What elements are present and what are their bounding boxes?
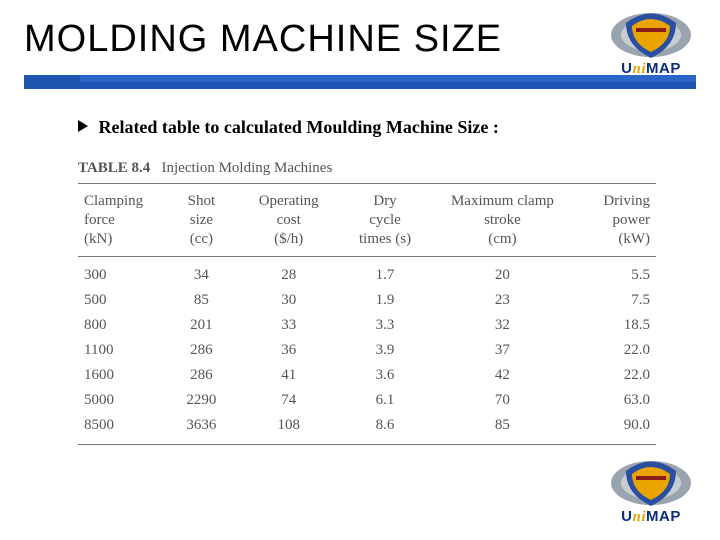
table-cell: 8.6	[337, 413, 433, 445]
col-header-0: Clamping force (kN)	[78, 184, 162, 257]
table-cell: 5000	[78, 388, 162, 413]
col-header-2: Operating cost ($/h)	[241, 184, 337, 257]
table-cell: 3.9	[337, 338, 433, 363]
table-cell: 1600	[78, 363, 162, 388]
table-header-row: Clamping force (kN) Shot size (cc) Opera…	[78, 184, 656, 257]
bullet-line: Related table to calculated Moulding Mac…	[78, 117, 696, 138]
table-row: 1100286363.93722.0	[78, 338, 656, 363]
table-cell: 800	[78, 313, 162, 338]
table-caption-prefix: TABLE 8.4	[78, 160, 150, 176]
table-caption: TABLE 8.4 Injection Molding Machines	[78, 160, 656, 177]
col-header-5: Driving power (kW)	[572, 184, 656, 257]
table-head: Clamping force (kN) Shot size (cc) Opera…	[78, 184, 656, 257]
table-cell: 30	[241, 288, 337, 313]
table-row: 50002290746.17063.0	[78, 388, 656, 413]
table-cell: 1.9	[337, 288, 433, 313]
col2-l1: cost	[277, 212, 301, 228]
col5-l2: (kW)	[618, 231, 650, 247]
col0-l0: Clamping	[84, 193, 143, 209]
table-cell: 22.0	[572, 363, 656, 388]
table-cell: 34	[162, 257, 240, 289]
table-cell: 37	[433, 338, 571, 363]
table-body: 30034281.7205.550085301.9237.5800201333.…	[78, 257, 656, 445]
table-cell: 85	[162, 288, 240, 313]
table-cell: 1100	[78, 338, 162, 363]
table-cell: 90.0	[572, 413, 656, 445]
table-cell: 33	[241, 313, 337, 338]
logo-ni: ni	[632, 509, 646, 525]
table-cell: 22.0	[572, 338, 656, 363]
table-cell: 63.0	[572, 388, 656, 413]
table-cell: 85	[433, 413, 571, 445]
table-cell: 1.7	[337, 257, 433, 289]
col3-l1: cycle	[369, 212, 401, 228]
table-cell: 286	[162, 363, 240, 388]
table-caption-rest: Injection Molding Machines	[162, 160, 333, 176]
col0-l2: (kN)	[84, 231, 112, 247]
logo-map: MAP	[646, 508, 681, 525]
logo-map: MAP	[646, 60, 681, 77]
logo-top: UniMAP	[596, 8, 706, 78]
table-cell: 201	[162, 313, 240, 338]
table-cell: 41	[241, 363, 337, 388]
logo-u: U	[621, 60, 632, 77]
col5-l0: Driving	[603, 193, 650, 209]
slide-root: MOLDING MACHINE SIZE Related table to ca…	[0, 0, 720, 540]
col0-l1: force	[84, 212, 115, 228]
col1-l0: Shot	[188, 193, 216, 209]
col1-l1: size	[190, 212, 213, 228]
col5-l1: power	[613, 212, 651, 228]
col1-l2: (cc)	[190, 231, 213, 247]
table-row: 50085301.9237.5	[78, 288, 656, 313]
crest-icon	[606, 8, 696, 62]
table-cell: 3.6	[337, 363, 433, 388]
logo-text-top: UniMAP	[596, 60, 706, 78]
col3-l2: times (s)	[359, 231, 411, 247]
col-header-4: Maximum clamp stroke (cm)	[433, 184, 571, 257]
table-cell: 20	[433, 257, 571, 289]
table-cell: 7.5	[572, 288, 656, 313]
logo-text-bottom: UniMAP	[596, 508, 706, 526]
table-cell: 3636	[162, 413, 240, 445]
table-row: 800201333.33218.5	[78, 313, 656, 338]
logo-bottom: UniMAP	[596, 456, 706, 526]
table-cell: 8500	[78, 413, 162, 445]
table-cell: 500	[78, 288, 162, 313]
col2-l2: ($/h)	[274, 231, 303, 247]
col4-l1: stroke	[484, 212, 521, 228]
data-table: Clamping force (kN) Shot size (cc) Opera…	[78, 183, 656, 445]
table-cell: 36	[241, 338, 337, 363]
col4-l0: Maximum clamp	[451, 193, 554, 209]
table-row: 850036361088.68590.0	[78, 413, 656, 445]
table-cell: 74	[241, 388, 337, 413]
col-header-1: Shot size (cc)	[162, 184, 240, 257]
logo-ni: ni	[632, 61, 646, 77]
table-cell: 2290	[162, 388, 240, 413]
table-cell: 5.5	[572, 257, 656, 289]
crest-icon	[606, 456, 696, 510]
table-cell: 42	[433, 363, 571, 388]
table-cell: 6.1	[337, 388, 433, 413]
logo-u: U	[621, 508, 632, 525]
arrow-icon	[78, 120, 88, 132]
table-cell: 70	[433, 388, 571, 413]
table-cell: 286	[162, 338, 240, 363]
table-wrap: TABLE 8.4 Injection Molding Machines Cla…	[78, 160, 656, 445]
table-cell: 28	[241, 257, 337, 289]
col4-l2: (cm)	[488, 231, 516, 247]
col-header-3: Dry cycle times (s)	[337, 184, 433, 257]
bullet-text: Related table to calculated Moulding Mac…	[98, 117, 498, 137]
table-cell: 23	[433, 288, 571, 313]
col3-l0: Dry	[373, 193, 396, 209]
table-cell: 32	[433, 313, 571, 338]
table-cell: 3.3	[337, 313, 433, 338]
col2-l0: Operating	[259, 193, 319, 209]
table-cell: 18.5	[572, 313, 656, 338]
table-cell: 108	[241, 413, 337, 445]
table-cell: 300	[78, 257, 162, 289]
table-row: 1600286413.64222.0	[78, 363, 656, 388]
table-row: 30034281.7205.5	[78, 257, 656, 289]
